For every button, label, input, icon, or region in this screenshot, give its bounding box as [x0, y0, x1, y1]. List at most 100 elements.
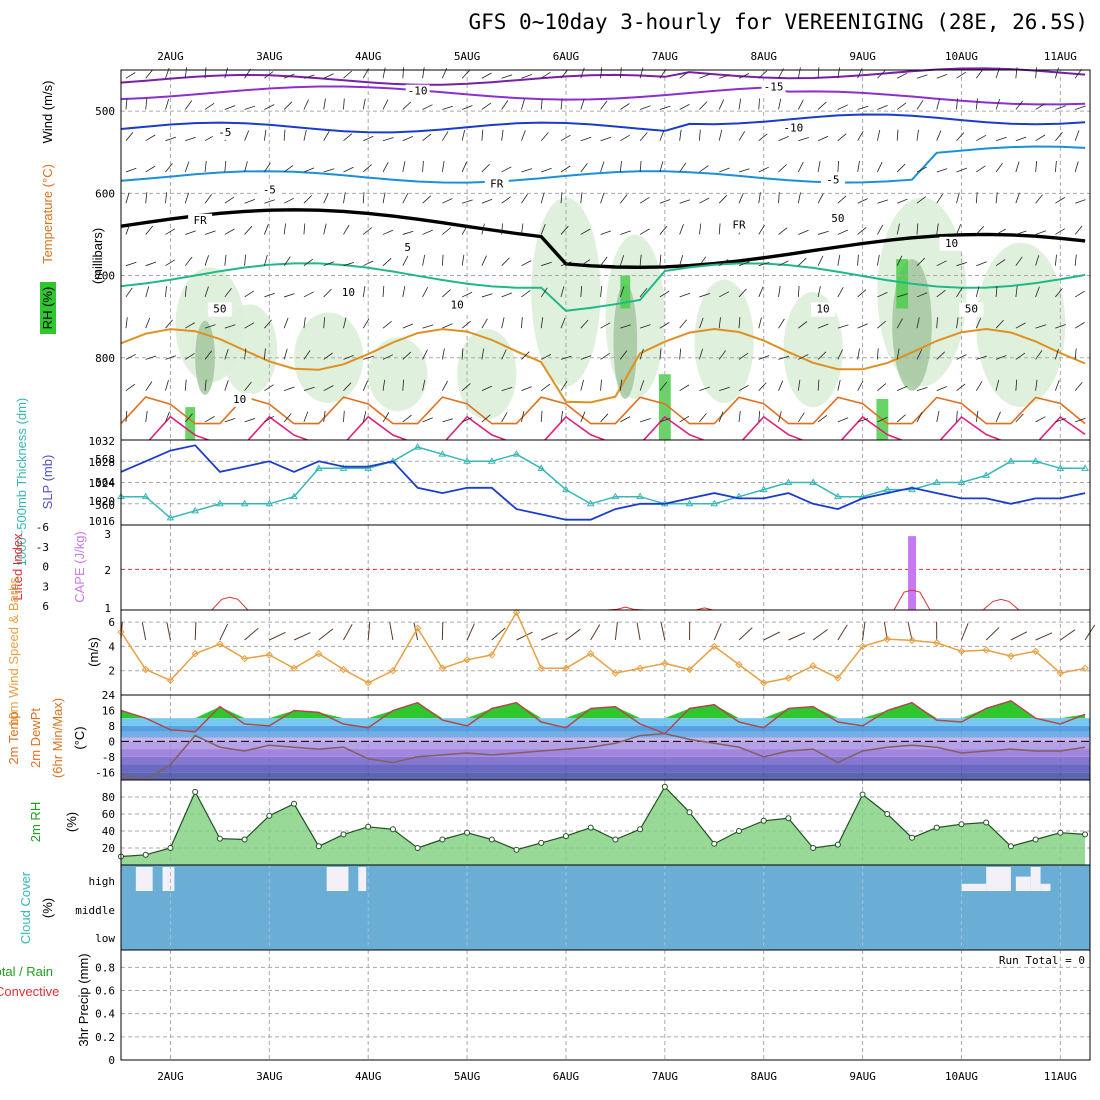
upper-wind-barb-2 — [125, 131, 134, 141]
rh-point-12 — [414, 845, 421, 851]
upper-wind-barb-581 — [1074, 225, 1083, 235]
upper-wind-barb-403 — [778, 286, 781, 297]
upper-wind-barb-155 — [362, 411, 367, 423]
upper-wind-barb-556 — [1035, 194, 1043, 204]
upper-wind-barb-160 — [382, 192, 386, 204]
contour-label-bg-16 — [207, 302, 232, 317]
rh-point-31 — [884, 811, 891, 817]
upper-wind-barb-337 — [679, 104, 690, 110]
wind-speed-point-27 — [784, 674, 793, 682]
upper-wind-barb-548 — [1015, 322, 1026, 329]
upper-wind-barb-314 — [639, 132, 648, 141]
rh-point-15 — [488, 836, 495, 843]
rh-saturated-1 — [876, 398, 889, 449]
upper-wind-barb-565 — [1055, 105, 1066, 110]
upper-wind-barb-558 — [1035, 255, 1040, 266]
upper-wind-barb-236 — [501, 317, 505, 329]
temp-band-1 — [121, 764, 1090, 773]
cape-bar — [908, 536, 917, 610]
contour-label-bg-13 — [939, 236, 964, 251]
rh-point-4 — [216, 835, 223, 842]
upper-wind-barb-587 — [1075, 417, 1086, 423]
upper-wind-barb-85 — [264, 104, 275, 110]
upper-wind-barb-281 — [580, 228, 591, 235]
upper-wind-barb-305 — [620, 230, 631, 235]
wind-speed-point-38 — [1056, 669, 1065, 677]
upper-wind-barb-111 — [303, 167, 315, 173]
upper-wind-barb-458 — [877, 129, 881, 141]
upper-wind-barb-455 — [857, 418, 869, 423]
upper-wind-barb-483 — [916, 166, 927, 173]
upper-wind-barb-388 — [758, 192, 761, 204]
upper-wind-barb-208 — [462, 199, 473, 204]
thickness-point-36 — [1007, 457, 1015, 464]
upper-wind-barb-205 — [461, 105, 473, 110]
upper-wind-barb-225 — [481, 348, 485, 360]
contour-label-bg-5 — [257, 183, 282, 198]
upper-wind-barb-74 — [244, 130, 250, 141]
upper-wind-barb-219 — [481, 163, 490, 173]
upper-wind-barb-390 — [758, 262, 770, 267]
upper-wind-barb-461 — [877, 224, 884, 235]
dewpoint-axis-label: 2m DewPt — [28, 708, 43, 768]
wind-speed-point-18 — [562, 664, 570, 672]
upper-wind-barb-197 — [442, 227, 452, 235]
rh-point-14 — [464, 829, 471, 836]
thickness-point-19 — [586, 499, 595, 507]
upper-wind-barb-115 — [303, 291, 314, 298]
top-day-label-1: 3AUG — [256, 50, 283, 63]
wind-speed-point-19 — [586, 650, 595, 658]
li-tick-0: -6 — [36, 521, 49, 534]
upper-wind-barb-133 — [343, 98, 345, 110]
upper-wind-barb-128 — [323, 317, 325, 329]
upper-wind-barb-394 — [758, 382, 767, 391]
upper-wind-barb-149 — [362, 227, 373, 235]
rh-point-26 — [760, 817, 767, 824]
upper-wind-barb-15 — [145, 165, 156, 173]
top-day-label-4: 6AUG — [553, 50, 580, 63]
wind-speed-point-2 — [166, 676, 175, 685]
upper-wind-barb-319 — [639, 288, 648, 298]
slp-tick-2: 1020 — [89, 495, 116, 508]
upper-wind-barb-507 — [956, 167, 967, 173]
upper-wind-barb-148 — [362, 192, 365, 204]
upper-wind-barb-351 — [699, 165, 709, 173]
upper-wind-barb-286 — [580, 379, 584, 391]
upper-wind-barb-328 — [659, 199, 671, 204]
thickness-point-17 — [537, 464, 546, 471]
wind-speed-point-34 — [957, 647, 966, 655]
upper-wind-barb-70 — [224, 380, 229, 391]
upper-wind-barb-557 — [1035, 230, 1047, 235]
upper-wind-barb-385 — [758, 98, 760, 110]
upper-wind-barb-470 — [896, 129, 899, 141]
wind-speed-line — [120, 610, 1086, 684]
upper-wind-barb-129 — [323, 352, 333, 360]
upper-wind-barb-126 — [323, 261, 335, 267]
contour-label-10: 10 — [451, 298, 464, 311]
upper-wind-barb-457 — [877, 105, 888, 110]
contour-label-7: FR — [193, 214, 207, 227]
upper-wind-barb-89 — [264, 224, 269, 235]
upper-wind-barb-413 — [798, 229, 809, 235]
thickness-point-10 — [364, 464, 373, 471]
upper-wind-barb-280 — [580, 192, 583, 204]
wind-speed-point-24 — [710, 642, 718, 651]
pressure-tick-2: 700 — [95, 270, 115, 283]
upper-wind-barb-323 — [639, 418, 651, 423]
upper-wind-barb-487 — [916, 292, 928, 298]
contour-label-bg-10 — [445, 298, 470, 313]
upper-wind-barb-95 — [264, 415, 275, 423]
slp-top-tick: 1032 — [89, 435, 116, 448]
upper-wind-barb-490 — [916, 387, 928, 392]
upper-wind-barb-511 — [956, 287, 963, 298]
upper-wind-barb-478 — [897, 385, 908, 392]
upper-wind-barb-508 — [956, 192, 960, 204]
upper-wind-barb-420 — [817, 67, 820, 79]
contour-plus15 — [120, 396, 1086, 425]
upper-wind-barb-259 — [540, 287, 548, 298]
temp-unit-label: (°C) — [72, 726, 87, 749]
precip-tick-0: 0.8 — [95, 961, 115, 974]
li-tick-3: 3 — [42, 580, 49, 593]
upper-wind-barb-164 — [382, 320, 392, 329]
rh-point-23 — [686, 809, 693, 816]
